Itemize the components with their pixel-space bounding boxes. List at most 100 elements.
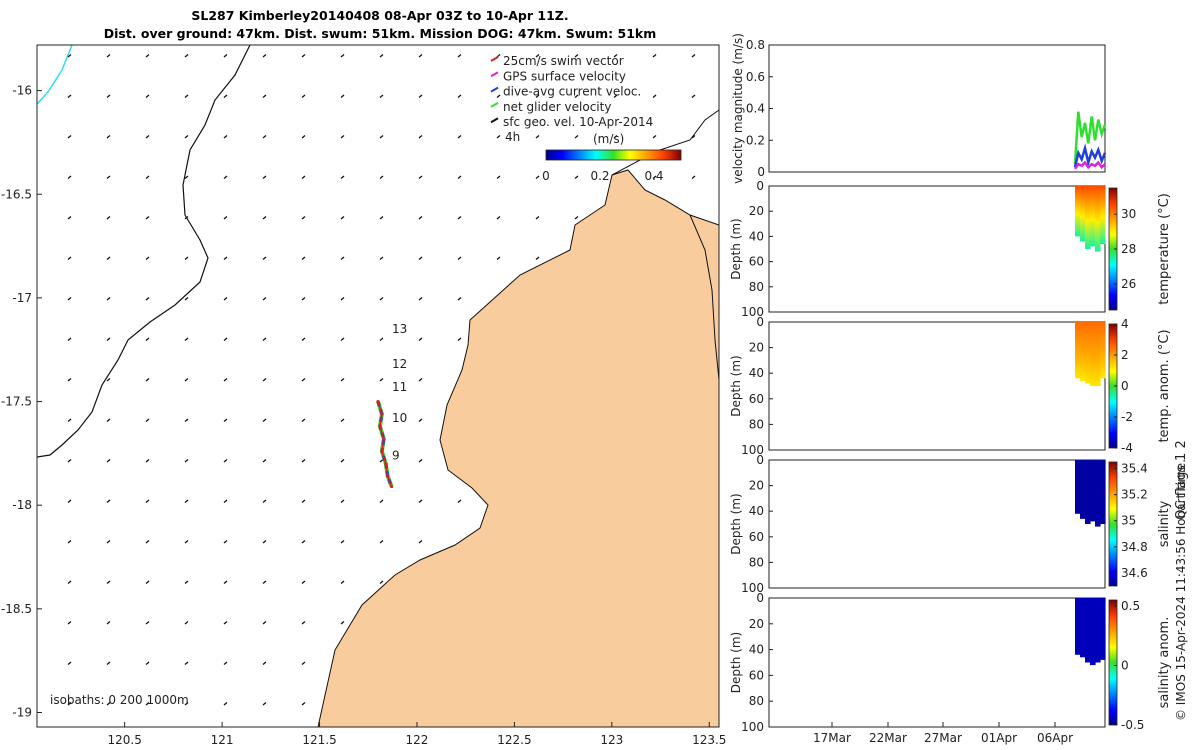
velocity-arrow (67, 216, 72, 220)
salinity-anomaly-profile-column (1090, 598, 1096, 666)
velocity-arrow (262, 459, 267, 463)
temp-anomaly-profile-column (1095, 322, 1101, 386)
velocity-arrow (223, 661, 228, 665)
velocity-arrow (67, 459, 72, 463)
velocity-arrow (223, 175, 228, 179)
velocity-arrow (67, 621, 72, 625)
salinity-anomaly-y-tick-label: 40 (749, 643, 764, 657)
velocity-arrow (223, 54, 228, 58)
velocity-arrow (145, 54, 150, 58)
velocity-arrow (67, 135, 72, 139)
temp-anomaly-colorbar-tick-label: 4 (1121, 317, 1129, 331)
velocity-arrow (379, 580, 384, 584)
velocity-arrow (379, 297, 384, 301)
velocity-arrow (379, 54, 384, 58)
salinity-colorbar-tick-label: 35.4 (1121, 462, 1148, 476)
velocity-arrow (223, 540, 228, 544)
velocity-arrow (184, 621, 189, 625)
velocity-arrow (106, 216, 111, 220)
velocity-arrow (535, 54, 540, 58)
isobath-black (37, 45, 251, 458)
temp-anomaly-y-tick-label: 80 (749, 417, 764, 431)
velocity-arrow (301, 540, 306, 544)
velocity-arrow (223, 216, 228, 220)
x-tick-label: 122.5 (497, 733, 531, 747)
temp-anomaly-profile-column (1090, 322, 1096, 386)
temperature-profile-column (1100, 186, 1106, 244)
legend-swatch (490, 86, 499, 93)
legend-entry: dive-avg current veloc. (503, 85, 641, 99)
salinity-anomaly-colorbar (1108, 599, 1118, 726)
salinity-y-tick-label: 80 (749, 555, 764, 569)
velocity-arrow (184, 216, 189, 220)
salinity-anomaly-profile-column (1080, 598, 1086, 658)
velocity-arrow (223, 580, 228, 584)
track-point (378, 424, 382, 429)
legend-swatch (490, 117, 499, 124)
velocity-series-line (1073, 111, 1107, 165)
temperature-colorbar-tick-label: 28 (1121, 242, 1136, 256)
velocity-arrow (106, 661, 111, 665)
velocity-arrow (184, 337, 189, 341)
velocity-arrow (145, 621, 150, 625)
velocity-arrow (418, 175, 423, 179)
temperature-y-tick-label: 60 (749, 255, 764, 269)
velocity-arrow (67, 94, 72, 98)
x-tick-label: 123 (600, 733, 623, 747)
velocity-arrow (223, 418, 228, 422)
velocity-arrow (574, 216, 579, 220)
velocity-arrow (379, 378, 384, 382)
velocity-arrow (184, 702, 189, 706)
velocity-arrow (301, 459, 306, 463)
velocity-arrow (691, 54, 696, 58)
velocity-arrow (106, 135, 111, 139)
salinity-anomaly-profile-column (1075, 598, 1081, 655)
track-red (377, 401, 393, 487)
velocity-arrow (379, 459, 384, 463)
time-tick-label: 22Mar (869, 731, 907, 745)
velocity-arrow (145, 297, 150, 301)
legend-swatch (490, 56, 499, 62)
velocity-arrow (418, 216, 423, 220)
colorbar-tick-label: 0 (542, 169, 550, 183)
temp-anomaly-profile-column (1085, 322, 1091, 384)
salinity-panel-frame (768, 459, 1106, 589)
velocity-arrow (301, 418, 306, 422)
velocity-arrow (457, 94, 462, 98)
title-line-1: SL287 Kimberley20140408 08-Apr 03Z to 10… (191, 8, 569, 23)
colorbar-tick-label: 0.4 (644, 169, 663, 183)
salinity-anomaly-y-tick-label: 80 (749, 694, 764, 708)
velocity-arrow (106, 175, 111, 179)
time-tick-label: 06Apr (1037, 731, 1073, 745)
velocity-arrow (301, 337, 306, 341)
velocity-arrow (106, 54, 111, 58)
temp-anomaly-colorbar-tick-label: 2 (1121, 348, 1129, 362)
temperature-profile-column (1085, 186, 1091, 249)
velocity-arrow (535, 175, 540, 179)
velocity-arrow (184, 256, 189, 260)
velocity-arrow (262, 54, 267, 58)
day-label: 12 (392, 357, 407, 371)
velocity-arrow (613, 135, 618, 139)
salinity-colorbar-tick-label: 35.2 (1121, 488, 1148, 502)
track-point (376, 399, 380, 404)
velocity-arrow (652, 54, 657, 58)
velocity-arrow (145, 135, 150, 139)
temperature-profile-column (1080, 186, 1086, 242)
velocity-arrow (457, 135, 462, 139)
temperature-panel-frame (768, 185, 1106, 313)
velocity-y-tick-label: 0.4 (746, 102, 765, 116)
y-tick-label: -17 (12, 291, 32, 305)
velocity-arrow (379, 256, 384, 260)
temp-anomaly-panel-frame (768, 321, 1106, 451)
velocity-arrow (106, 702, 111, 706)
velocity-arrow (340, 216, 345, 220)
velocity-arrow (106, 256, 111, 260)
temp-anomaly-colorbar-label: temp. anom. (°C) (1157, 329, 1172, 442)
salinity-anomaly-y-tick-label: 0 (756, 591, 764, 605)
velocity-arrow (301, 499, 306, 503)
velocity-arrow (262, 175, 267, 179)
temperature-y-tick-label: 0 (756, 179, 764, 193)
